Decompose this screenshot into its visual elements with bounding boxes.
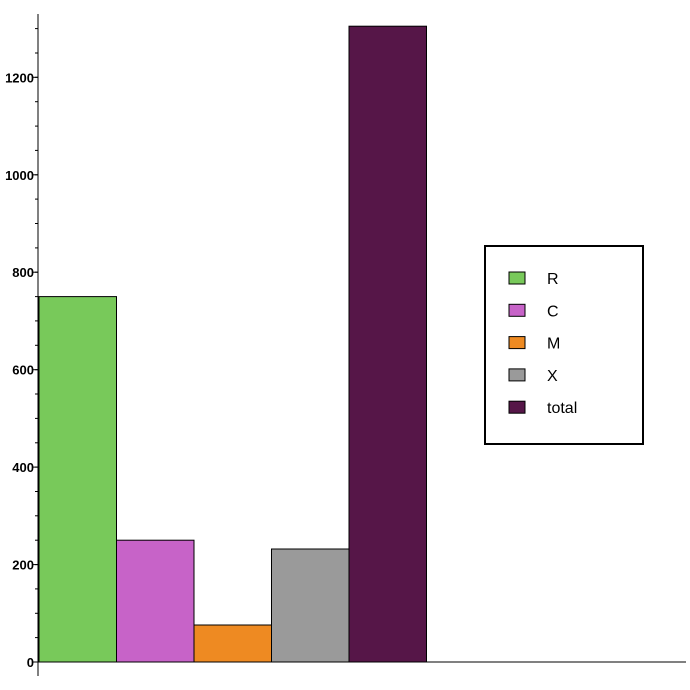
legend-label-x: X: [547, 368, 558, 385]
legend-label-r: R: [547, 271, 559, 288]
y-tick-label: 1200: [5, 70, 34, 85]
y-tick-label: 400: [12, 460, 34, 475]
bars: [38, 25, 427, 663]
bar-x: [271, 548, 350, 663]
bar-total: [348, 25, 427, 663]
y-tick-label: 200: [12, 558, 34, 573]
legend-swatch-total: [508, 400, 526, 414]
y-tick-label: 1000: [5, 168, 34, 183]
legend-swatch-r: [508, 271, 526, 285]
y-tick-label: 800: [12, 265, 34, 280]
legend-label-m: M: [547, 336, 560, 353]
legend-swatch-m: [508, 336, 526, 350]
bar-c: [116, 539, 195, 663]
y-tick-label: 600: [12, 363, 34, 378]
legend-label-c: C: [547, 303, 559, 320]
y-axis-ticks: 0 200 400 600 800 1000 1200: [5, 28, 38, 670]
legend-label-total: total: [547, 400, 577, 417]
y-tick-label: 0: [27, 655, 34, 670]
bar-r: [38, 296, 117, 663]
legend-swatch-x: [508, 368, 526, 382]
bar-m: [193, 624, 272, 663]
legend-swatch-c: [508, 303, 526, 317]
